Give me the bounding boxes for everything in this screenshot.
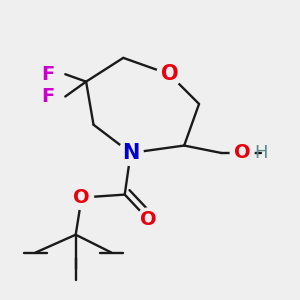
Text: H: H bbox=[255, 144, 268, 162]
Text: F: F bbox=[41, 65, 54, 84]
Circle shape bbox=[70, 186, 94, 209]
Text: O: O bbox=[160, 64, 178, 84]
Circle shape bbox=[118, 140, 143, 166]
Text: F: F bbox=[41, 87, 54, 106]
Circle shape bbox=[230, 141, 254, 165]
Circle shape bbox=[157, 62, 182, 87]
Text: O: O bbox=[73, 188, 90, 207]
Text: N: N bbox=[122, 143, 140, 163]
Text: O: O bbox=[234, 143, 250, 163]
Text: O: O bbox=[140, 210, 157, 229]
Circle shape bbox=[136, 208, 160, 232]
